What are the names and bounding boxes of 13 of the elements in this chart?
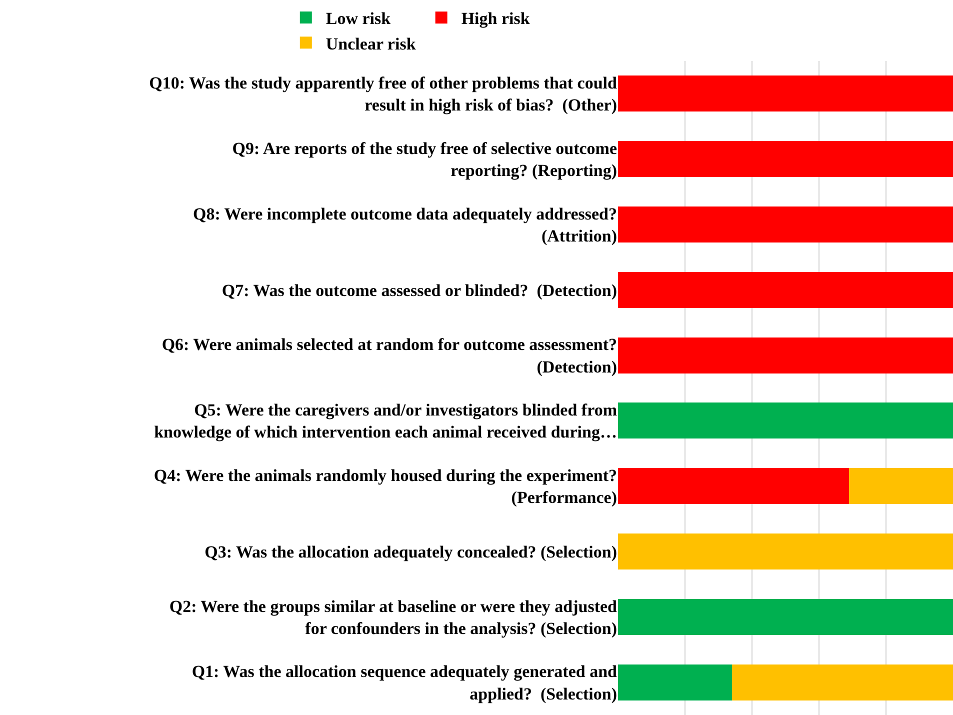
y-tick-label: Q2: Were the groups similar at baseline or were they adjusted for confounders in the analysis? (Selection) [169,596,618,638]
legend-label: Unclear risk [326,34,416,54]
y-tick-label: Q5: Were the caregivers and/or investigators blinded from knowledge of which intervention each animal received during… [154,400,617,442]
y-tick-label: Q1: Was the allocation sequence adequately generated and applied? (Selection) [192,662,618,704]
y-tick-label: Q3: Was the allocation adequately concealed? (Selection) [204,542,617,562]
y-tick-label: Q10: Was the study apparently free of other problems that could result in high risk of bias? (Other) [149,74,618,115]
legend-label: High risk [461,9,530,28]
y-tick-label: Q7: Was the outcome assessed or blinded? (Detection) [222,280,617,300]
y-tick-label: Q6: Were animals selected at random for outcome assessment? (Detection) [162,335,617,376]
y-tick-label: Q4: Were the animals randomly housed during the experiment? (Performance) [154,466,617,508]
legend-label: Low risk [326,9,392,28]
y-tick-label: Q8: Were incomplete outcome data adequately addressed? (Attrition) [192,204,617,246]
y-tick-label: Q9: Are reports of the study free of selective outcome reporting? (Reporting) [232,139,618,180]
